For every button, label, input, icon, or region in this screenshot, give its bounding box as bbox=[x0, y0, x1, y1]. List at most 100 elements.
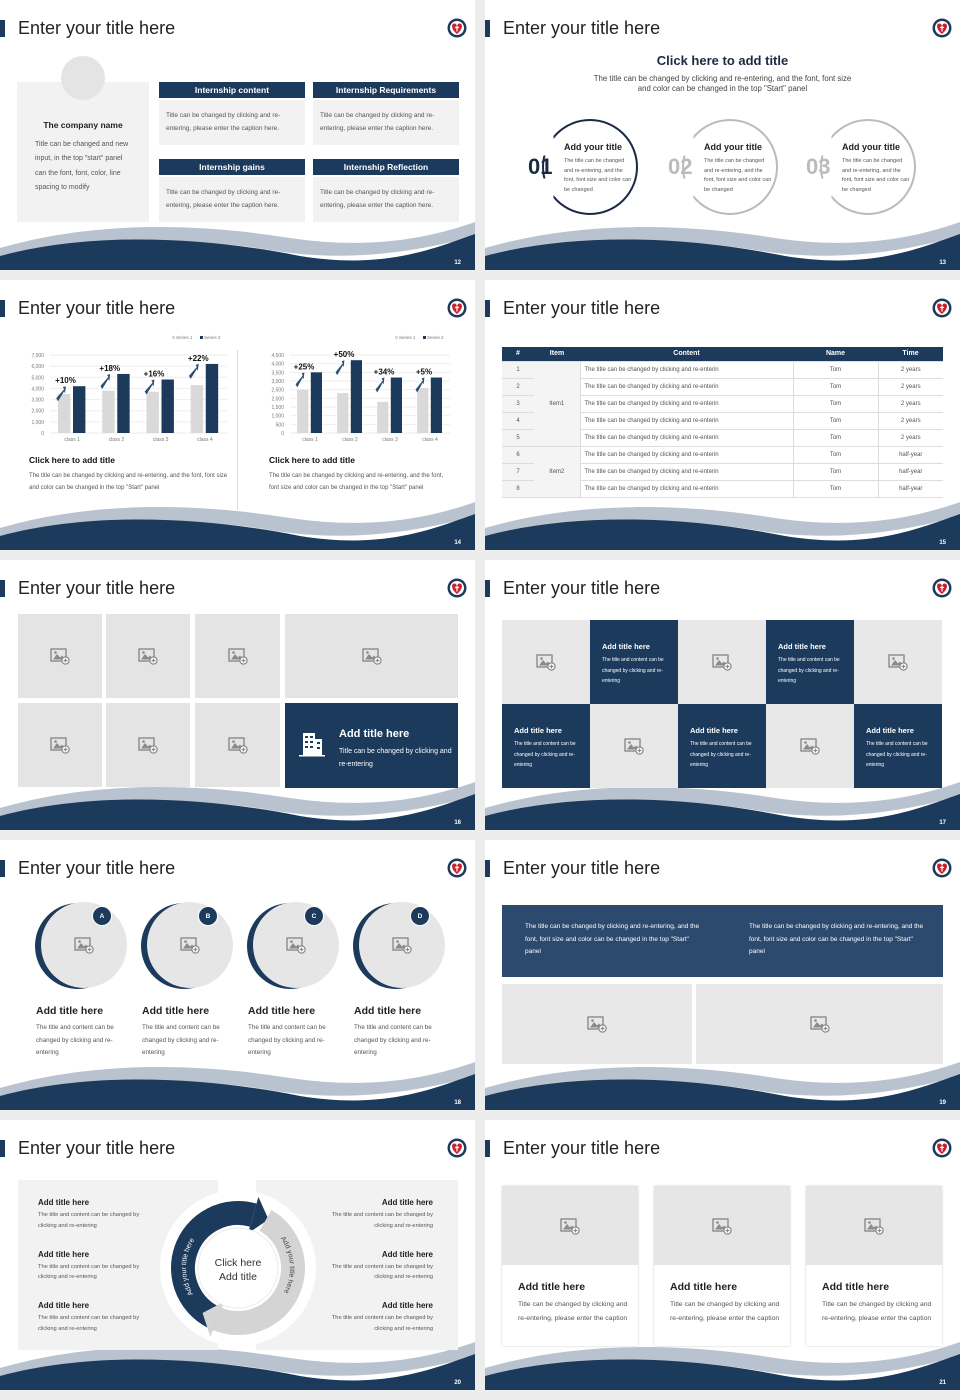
time-cell: 2 years bbox=[878, 412, 943, 430]
right-item-title: Add title here bbox=[381, 1249, 433, 1259]
university-crest-logo bbox=[447, 578, 467, 598]
y-tick-label: 0 bbox=[41, 431, 44, 437]
image-add-icon bbox=[536, 653, 556, 671]
slide-title[interactable]: Enter your title here bbox=[18, 298, 176, 318]
slide-16: Enter your title here 16 Add title here Tit… bbox=[0, 560, 475, 830]
growth-annotation: +5% bbox=[416, 368, 432, 377]
image-placeholder[interactable] bbox=[766, 704, 854, 788]
bar-series-2 bbox=[390, 377, 402, 433]
company-name: The company name bbox=[43, 120, 123, 130]
table-row: 5 The title can be changed by clicking an… bbox=[502, 429, 943, 447]
slide-title[interactable]: Enter your title here bbox=[503, 18, 661, 38]
image-add-icon bbox=[560, 1217, 580, 1235]
table-row: 2 The title can be changed by clicking an… bbox=[502, 378, 943, 396]
box-body: Title can be changed by clicking and re-… bbox=[159, 177, 305, 222]
image-placeholder[interactable] bbox=[806, 1186, 942, 1265]
box-header: Internship gains bbox=[159, 159, 305, 175]
y-tick-label: 3,500 bbox=[271, 370, 284, 376]
image-placeholder[interactable] bbox=[678, 620, 766, 704]
image-placeholder[interactable] bbox=[502, 1186, 638, 1265]
center-circle[interactable] bbox=[197, 1227, 279, 1309]
slide-title[interactable]: Enter your title here bbox=[18, 858, 176, 878]
slide-title[interactable]: Enter your title here bbox=[503, 578, 661, 598]
title-accent-bar bbox=[485, 20, 490, 37]
tile-title: Add title here bbox=[514, 726, 562, 735]
y-tick-label: 5,000 bbox=[31, 375, 44, 381]
tile-text: The title and content can be changed by … bbox=[866, 741, 928, 768]
slide-14: Enter your title here 14 0 1,000 2,000 3,000 4… bbox=[0, 280, 475, 550]
panel-text: The title can be changed by clicking and… bbox=[29, 473, 228, 491]
name-cell: Tom bbox=[793, 480, 879, 498]
page-number: 12 bbox=[454, 260, 461, 266]
y-tick-label: 2,000 bbox=[271, 396, 284, 402]
image-placeholder[interactable] bbox=[654, 1186, 790, 1265]
image-placeholder-circle[interactable] bbox=[147, 902, 233, 988]
image-placeholder-circle[interactable] bbox=[41, 902, 127, 988]
image-placeholder[interactable] bbox=[18, 614, 102, 698]
step-circle bbox=[682, 119, 778, 215]
image-placeholder[interactable] bbox=[195, 703, 280, 787]
slide-title[interactable]: Enter your title here bbox=[18, 18, 176, 38]
x-tick-label: class 2 bbox=[342, 437, 358, 443]
y-tick-label: 1,500 bbox=[271, 405, 284, 411]
y-tick-label: 1,000 bbox=[31, 420, 44, 426]
feature-tile: Add title here Title can be changed by cl… bbox=[285, 703, 458, 788]
content-cell: The title can be changed by clicking and… bbox=[580, 446, 794, 464]
feature-title: Add title here bbox=[339, 728, 410, 740]
card-text: Title can be changed by clicking and re-… bbox=[518, 1301, 628, 1323]
slide-21: Enter your title here 21 Add title here Tit… bbox=[485, 1120, 960, 1390]
growth-annotation: +22% bbox=[188, 354, 209, 363]
image-placeholder-circle[interactable] bbox=[359, 902, 445, 988]
image-add-icon bbox=[227, 647, 248, 665]
slide-title[interactable]: Enter your title here bbox=[503, 1138, 661, 1158]
growth-arrow-icon bbox=[375, 377, 385, 393]
time-cell: half-year bbox=[878, 446, 943, 464]
company-photo-circle[interactable] bbox=[61, 56, 105, 100]
slide-title[interactable]: Enter your title here bbox=[18, 1138, 176, 1158]
image-placeholder[interactable] bbox=[106, 703, 190, 787]
page-number: 17 bbox=[939, 820, 946, 826]
bottom-wave-decoration bbox=[0, 502, 475, 550]
company-card bbox=[17, 82, 149, 222]
bottom-wave-decoration bbox=[0, 222, 475, 270]
image-placeholder[interactable] bbox=[854, 620, 942, 704]
image-placeholder-circle[interactable] bbox=[253, 902, 339, 988]
column-header-content: Content bbox=[580, 347, 793, 362]
time-cell: 2 years bbox=[878, 378, 943, 396]
page-number: 19 bbox=[939, 1100, 946, 1106]
banner-text: The title can be changed by clicking and… bbox=[525, 923, 700, 955]
image-placeholder[interactable] bbox=[106, 614, 190, 698]
bar-series-1 bbox=[417, 387, 429, 433]
legend-label: Series 1 bbox=[176, 335, 193, 340]
item-text: The title and content can be changed by … bbox=[36, 1024, 114, 1056]
tile-text: The title and content can be changed by … bbox=[778, 657, 840, 684]
name-cell: Tom bbox=[793, 412, 879, 430]
image-placeholder[interactable] bbox=[18, 703, 102, 787]
image-placeholder[interactable] bbox=[590, 704, 678, 788]
slide-18: Enter your title here 18 A Add title here Th… bbox=[0, 840, 475, 1110]
image-placeholder[interactable] bbox=[195, 614, 280, 698]
time-cell: 2 years bbox=[878, 429, 943, 447]
page-number: 18 bbox=[454, 1100, 461, 1106]
bottom-wave-decoration bbox=[0, 782, 475, 830]
title-accent-bar bbox=[0, 20, 5, 37]
page-number: 16 bbox=[454, 820, 461, 826]
image-placeholder[interactable] bbox=[285, 614, 458, 698]
table-row: 3 The title can be changed by clicking an… bbox=[502, 395, 943, 413]
image-placeholder[interactable] bbox=[502, 984, 692, 1064]
slide-title[interactable]: Enter your title here bbox=[503, 858, 661, 878]
slide-title[interactable]: Enter your title here bbox=[18, 578, 176, 598]
image-add-icon bbox=[587, 1015, 607, 1033]
slide-title[interactable]: Enter your title here bbox=[503, 298, 661, 318]
university-crest-logo bbox=[932, 858, 952, 878]
bottom-wave-decoration bbox=[485, 1062, 960, 1110]
image-placeholder[interactable] bbox=[696, 984, 943, 1064]
image-placeholder[interactable] bbox=[502, 620, 590, 704]
university-crest-logo bbox=[447, 298, 467, 318]
banner-text: The title can be changed by clicking and… bbox=[749, 923, 924, 955]
step-title: Add your title bbox=[704, 142, 762, 152]
bottom-wave-decoration bbox=[485, 1342, 960, 1390]
y-tick-label: 2,500 bbox=[271, 388, 284, 394]
slide-15: Enter your title here 15 # Item Content Name T… bbox=[485, 280, 960, 550]
growth-arrow-icon bbox=[335, 360, 345, 376]
